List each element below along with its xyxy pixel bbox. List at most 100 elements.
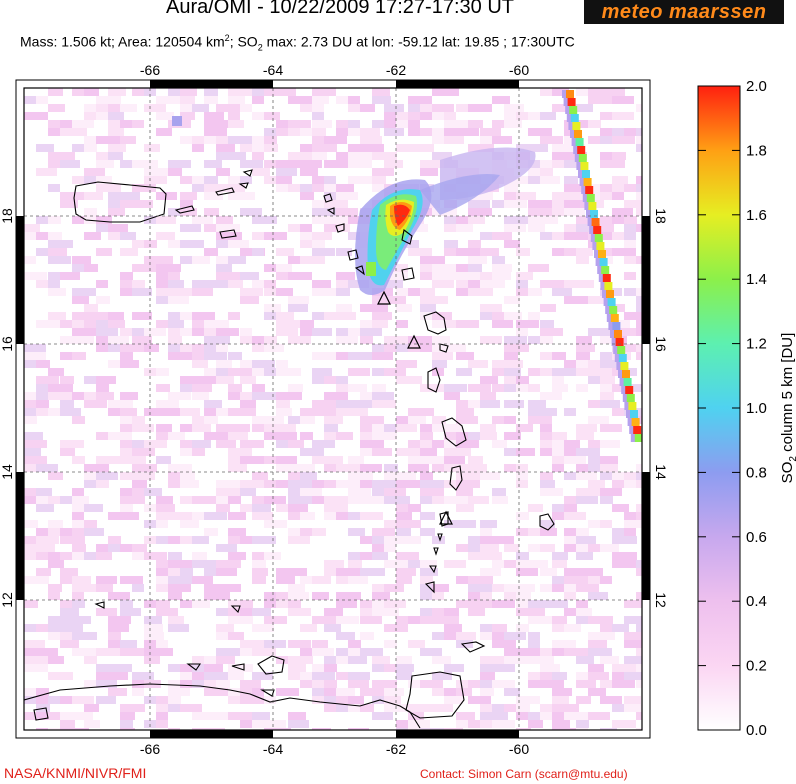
so2-pixel [360, 648, 383, 656]
so2-pixel [468, 464, 487, 472]
so2-pixel [36, 488, 52, 496]
so2-pixel [84, 88, 99, 96]
so2-pixel [132, 288, 152, 296]
so2-pixel [216, 264, 232, 272]
so2-pixel [420, 528, 435, 536]
so2-pixel [156, 232, 175, 240]
so2-pixel [528, 680, 546, 688]
so2-pixel [48, 632, 64, 640]
so2-pixel [636, 344, 642, 352]
so2-pixel [228, 104, 245, 112]
so2-pixel [348, 120, 360, 128]
so2-pixel [624, 672, 642, 680]
so2-pixel [624, 664, 636, 672]
so2-pixel [24, 696, 37, 704]
so2-pixel [108, 128, 124, 136]
so2-pixel [96, 648, 121, 656]
so2-pixel [24, 664, 48, 672]
so2-pixel [264, 368, 280, 376]
coastlines [24, 169, 555, 729]
so2-pixel [636, 560, 642, 568]
colorbar-label: SO2 column 5 km [DU] [779, 333, 796, 484]
so2-pixel [192, 288, 213, 296]
so2-pixel [36, 648, 58, 656]
so2-pixel [288, 568, 307, 576]
so2-pixel [276, 568, 291, 576]
so2-pixel [156, 264, 181, 272]
so2-pixel [156, 280, 179, 288]
so2-pixel [108, 624, 129, 632]
so2-pixel [96, 216, 112, 224]
so2-pixel [24, 96, 47, 104]
so2-pixel [576, 432, 594, 440]
so2-pixel [336, 616, 359, 624]
so2-pixel [216, 504, 230, 512]
so2-pixel [420, 568, 438, 576]
so2-pixel [432, 336, 450, 344]
so2-pixel [600, 152, 622, 160]
so2-pixel [516, 448, 535, 456]
so2-pixel [444, 456, 465, 464]
so2-pixel [528, 408, 544, 416]
so2-pixel [180, 344, 201, 352]
map-border-bars [16, 80, 650, 738]
so2-pixel [432, 584, 449, 592]
so2-pixel [204, 432, 229, 440]
so2-pixel [24, 456, 47, 464]
so2-pixel [612, 152, 626, 160]
so2-pixel [588, 544, 600, 552]
so2-pixel [192, 392, 209, 400]
so2-pixel [240, 368, 262, 376]
so2-pixel [48, 256, 71, 264]
so2-pixel [300, 648, 315, 656]
so2-pixel [36, 280, 51, 288]
so2-pixel [180, 176, 195, 184]
so2-pixel [228, 120, 244, 128]
so2-pixel [48, 240, 73, 248]
so2-pixel [540, 392, 562, 400]
so2-pixel [609, 306, 618, 314]
so2-pixel [24, 448, 41, 456]
so2-pixel [144, 440, 167, 448]
so2-pixel [360, 320, 382, 328]
so2-pixel [324, 392, 348, 400]
so2-pixel [626, 394, 635, 402]
so2-pixel [24, 600, 38, 608]
so2-pixel [636, 504, 642, 512]
so2-pixel [252, 568, 268, 576]
so2-pixel [132, 416, 145, 424]
so2-pixel [420, 296, 443, 304]
so2-pixel [204, 512, 227, 520]
so2-pixel [192, 576, 213, 584]
so2-pixel [516, 480, 528, 488]
so2-pixel [528, 656, 545, 664]
so2-pixel [192, 424, 211, 432]
so2-pixel [384, 104, 404, 112]
so2-pixel [216, 168, 230, 176]
so2-pixel [564, 568, 582, 576]
so2-pixel [432, 88, 447, 96]
so2-pixel [576, 544, 599, 552]
so2-pixel [288, 272, 312, 280]
so2-pixel [372, 536, 385, 544]
so2-pixel [348, 328, 367, 336]
so2-pixel [600, 400, 620, 408]
so2-pixel [444, 664, 464, 672]
so2-pixel [372, 96, 391, 104]
so2-pixel [552, 160, 566, 168]
so2-pixel [228, 280, 243, 288]
so2-pixel [108, 360, 125, 368]
so2-pixel [348, 696, 364, 704]
so2-pixel [564, 712, 589, 720]
so2-pixel [120, 160, 132, 168]
so2-pixel [444, 120, 456, 128]
so2-pixel [432, 152, 452, 160]
so2-pixel [144, 624, 163, 632]
footer-agencies: NASA/KNMI/NIVR/FMI [4, 765, 147, 781]
so2-pixel [180, 448, 197, 456]
so2-pixel [96, 576, 117, 584]
so2-pixel [600, 728, 617, 730]
so2-pixel [504, 336, 527, 344]
so2-pixel [564, 472, 585, 480]
so2-pixel [372, 664, 384, 672]
